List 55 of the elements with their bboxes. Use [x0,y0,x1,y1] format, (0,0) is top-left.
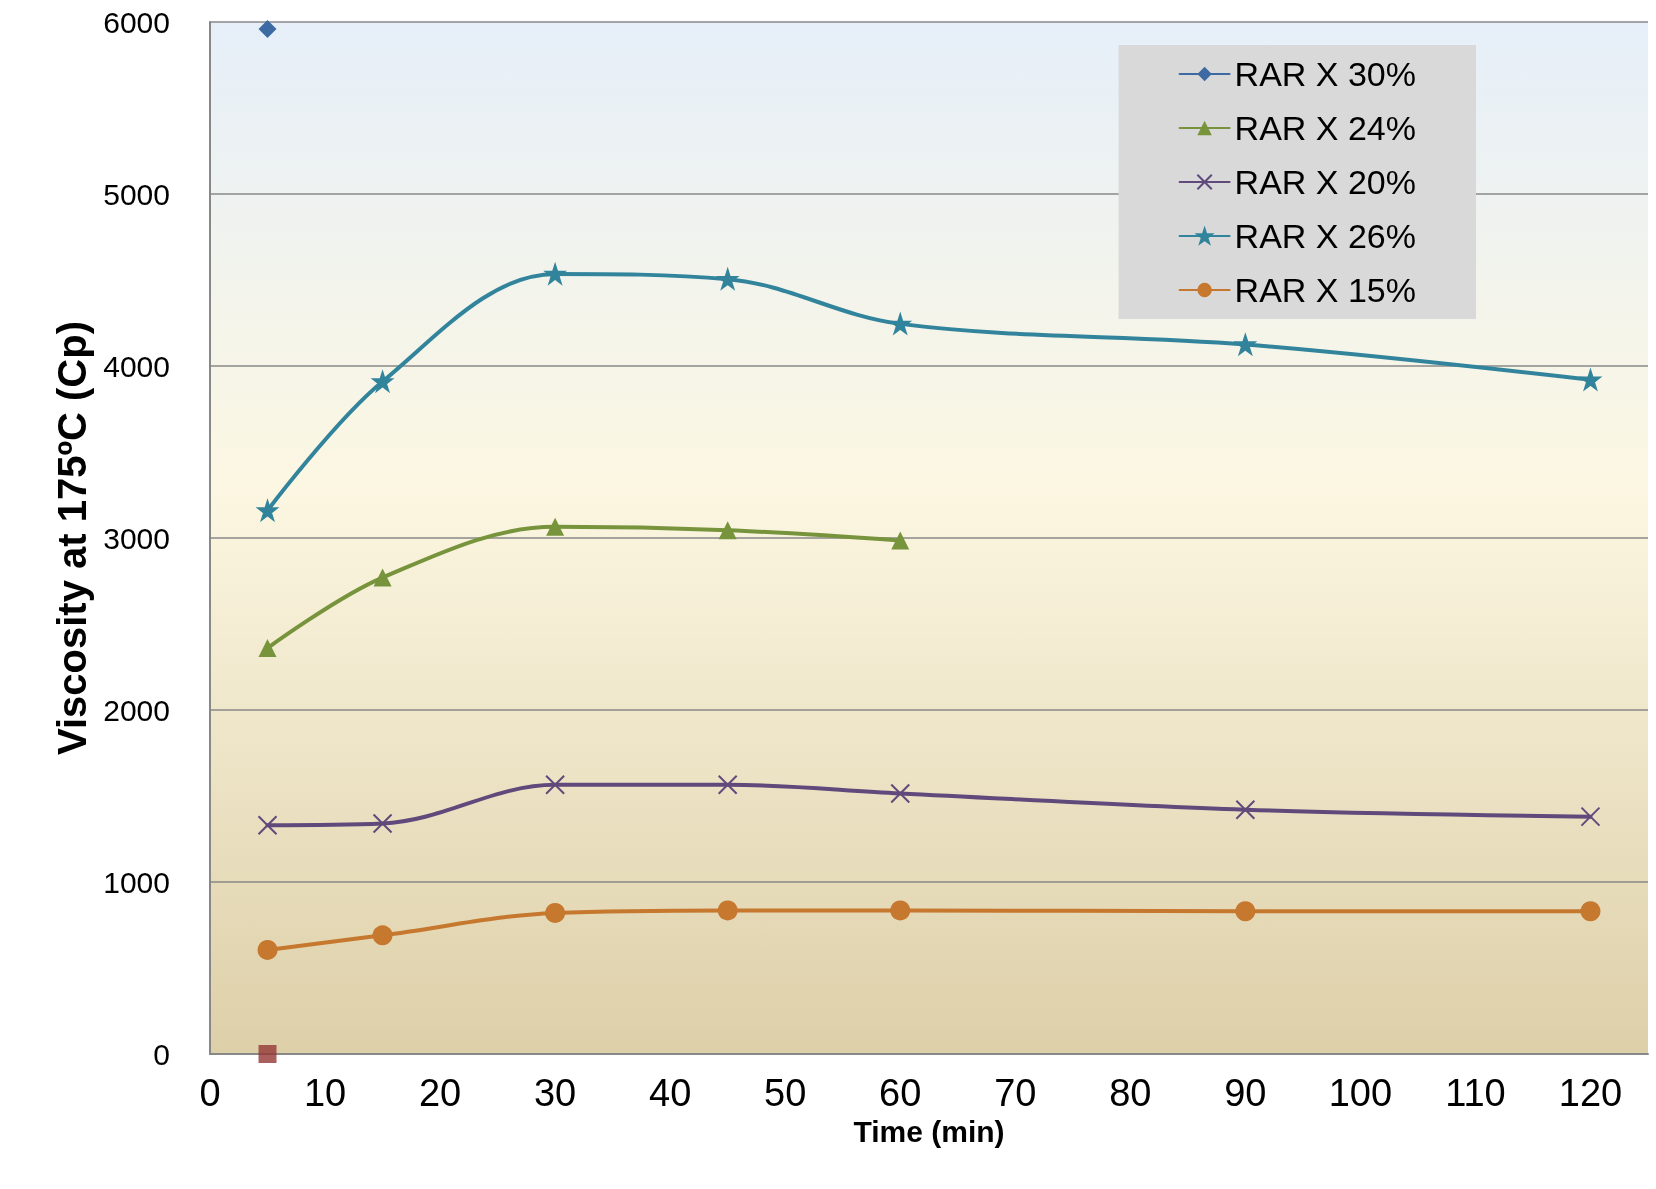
point [891,531,910,550]
point [258,639,277,658]
point [1235,799,1256,820]
x-tick-label: 0 [199,1072,221,1114]
y-tick-label: 0 [153,1037,170,1071]
y-tick-label: 5000 [103,177,170,211]
y-tick-label: 1000 [103,865,170,899]
x-tick-label: 90 [1224,1072,1267,1114]
point [372,813,393,834]
x-tick-label: 30 [533,1072,577,1114]
point [717,900,738,921]
point [1235,334,1256,355]
x-axis-title: Time (min) [853,1115,1005,1149]
legend-label: RAR X 30% [1234,55,1416,93]
y-tick-label: 6000 [103,5,170,39]
point [258,1045,277,1063]
x-tick-label: 70 [994,1072,1037,1114]
legend-label: RAR X 24% [1234,109,1416,147]
y-axis-title: Viscosity at 175ºC (Cp) [50,320,95,756]
y-tick-label: 4000 [103,349,170,383]
point [890,783,911,804]
point [889,311,912,336]
point [373,568,392,587]
point [1578,367,1603,392]
x-tick-label: 60 [879,1072,922,1114]
point [546,517,565,536]
point [545,774,566,795]
point [545,263,566,284]
point [890,900,911,921]
point [718,521,737,540]
legend-label: RAR X 15% [1234,271,1416,309]
x-tick-label: 20 [418,1072,462,1114]
x-tick-label: 50 [764,1072,807,1114]
point [255,498,280,523]
point [717,269,738,290]
y-tick-label: 3000 [103,521,170,555]
x-tick-label: 100 [1328,1072,1393,1114]
legend-label: RAR X 26% [1234,217,1416,255]
y-tick-label: 2000 [103,693,170,727]
x-tick-label: 10 [303,1072,347,1114]
point [545,902,566,923]
point [257,815,278,836]
x-tick-label: 80 [1109,1072,1152,1114]
point [258,19,277,38]
x-tick-label: 110 [1445,1072,1506,1114]
legend-label: RAR X 20% [1234,163,1416,201]
point [1580,806,1601,827]
point [257,939,278,960]
point [370,369,395,394]
x-tick-label: 40 [649,1072,692,1114]
point [717,774,738,795]
point [1580,901,1601,922]
x-tick-label: 120 [1558,1072,1623,1114]
point [372,925,393,946]
point [1235,901,1256,922]
